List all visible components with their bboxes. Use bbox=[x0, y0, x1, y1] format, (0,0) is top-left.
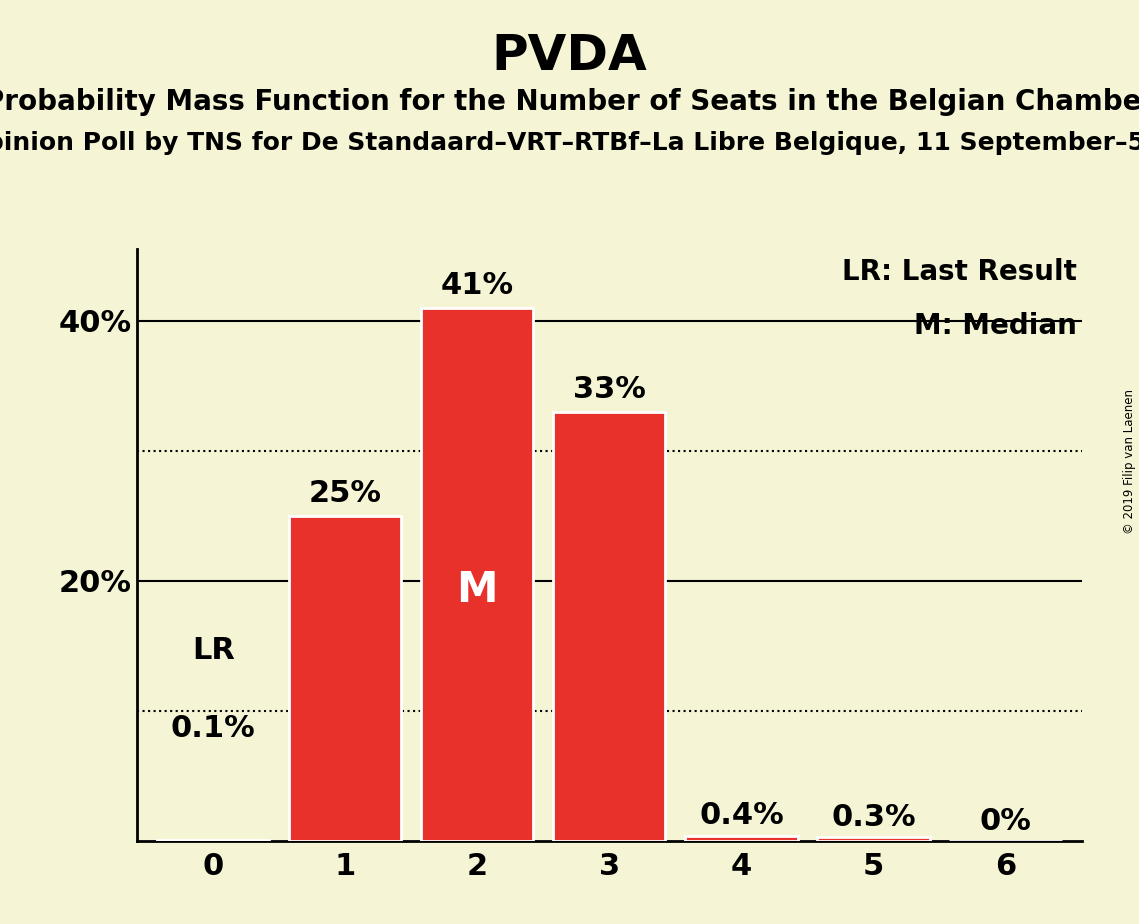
Text: © 2019 Filip van Laenen: © 2019 Filip van Laenen bbox=[1123, 390, 1137, 534]
Text: 33%: 33% bbox=[573, 375, 646, 404]
Bar bbox=[818, 837, 929, 841]
Text: 25%: 25% bbox=[309, 480, 382, 508]
Text: 0%: 0% bbox=[980, 807, 1032, 835]
Text: 0.3%: 0.3% bbox=[831, 803, 916, 832]
Text: Probability Mass Function for the Number of Seats in the Belgian Chamber: Probability Mass Function for the Number… bbox=[0, 88, 1139, 116]
Text: PVDA: PVDA bbox=[492, 32, 647, 80]
Text: 0.1%: 0.1% bbox=[171, 714, 255, 744]
Bar bbox=[421, 308, 533, 841]
Text: 41%: 41% bbox=[441, 271, 514, 300]
Bar bbox=[554, 412, 665, 841]
Text: LR: Last Result: LR: Last Result bbox=[843, 259, 1077, 286]
Text: n Opinion Poll by TNS for De Standaard–VRT–RTBf–La Libre Belgique, 11 September–: n Opinion Poll by TNS for De Standaard–V… bbox=[0, 131, 1139, 155]
Text: 0.4%: 0.4% bbox=[699, 801, 784, 831]
Text: M: Median: M: Median bbox=[915, 311, 1077, 340]
Text: M: M bbox=[457, 569, 498, 612]
Text: LR: LR bbox=[191, 637, 235, 665]
Bar bbox=[289, 516, 401, 841]
Bar bbox=[157, 840, 270, 841]
Bar bbox=[686, 835, 797, 841]
